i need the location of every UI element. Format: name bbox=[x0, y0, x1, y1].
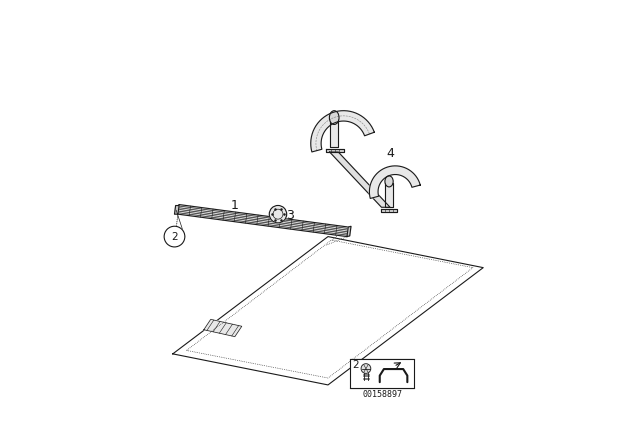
Polygon shape bbox=[204, 319, 242, 336]
Polygon shape bbox=[173, 237, 483, 385]
Text: 2: 2 bbox=[171, 232, 178, 241]
Ellipse shape bbox=[385, 176, 393, 187]
Polygon shape bbox=[326, 149, 344, 152]
Text: 1: 1 bbox=[231, 199, 239, 212]
Text: 2: 2 bbox=[353, 360, 359, 370]
Circle shape bbox=[269, 206, 287, 223]
Polygon shape bbox=[347, 226, 351, 237]
Text: 00158897: 00158897 bbox=[362, 390, 403, 399]
Circle shape bbox=[361, 364, 371, 373]
FancyBboxPatch shape bbox=[351, 359, 414, 388]
Text: 4: 4 bbox=[386, 147, 394, 160]
Circle shape bbox=[164, 226, 185, 247]
Polygon shape bbox=[175, 206, 179, 214]
Polygon shape bbox=[311, 111, 374, 152]
Polygon shape bbox=[178, 205, 348, 237]
Polygon shape bbox=[330, 119, 339, 147]
Polygon shape bbox=[381, 209, 397, 212]
Polygon shape bbox=[385, 183, 393, 207]
Ellipse shape bbox=[330, 111, 339, 125]
Polygon shape bbox=[369, 166, 420, 198]
Text: 3: 3 bbox=[286, 209, 294, 222]
Polygon shape bbox=[330, 152, 390, 207]
